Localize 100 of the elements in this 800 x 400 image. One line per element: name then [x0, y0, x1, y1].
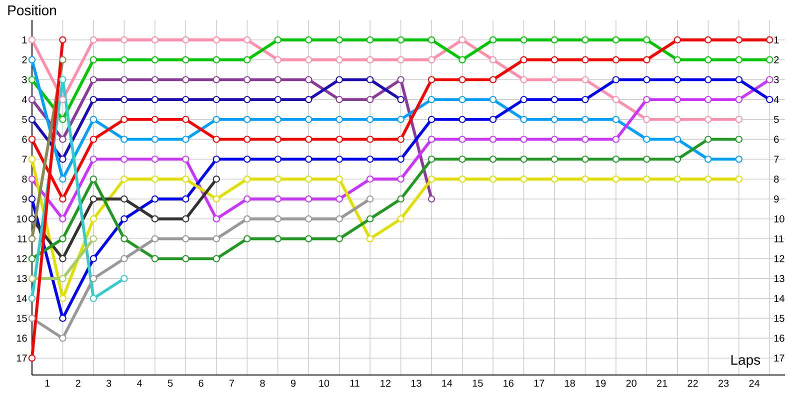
y-tick-label: 8 [22, 176, 27, 183]
point [90, 274, 98, 282]
point [643, 96, 650, 104]
point [274, 76, 282, 84]
point [120, 36, 128, 44]
point [366, 195, 374, 203]
point [120, 195, 128, 203]
y-tick-label: 12 [16, 255, 27, 262]
point [735, 156, 743, 163]
point [244, 36, 251, 44]
x-tick-label: 20 [626, 380, 636, 387]
point [28, 176, 36, 183]
point [336, 215, 343, 222]
point [704, 136, 712, 143]
point [336, 96, 343, 104]
point [120, 255, 128, 262]
point [582, 56, 589, 64]
point [428, 56, 436, 64]
point [212, 176, 220, 183]
point [120, 176, 128, 183]
point [274, 215, 282, 222]
point [151, 156, 159, 163]
point [766, 76, 774, 84]
point [766, 56, 774, 64]
x-tick-label: 23 [718, 380, 729, 387]
y-tick-label: 10 [16, 215, 27, 222]
point [120, 235, 128, 242]
point [305, 195, 312, 203]
point [305, 136, 312, 143]
point [520, 156, 528, 163]
point [28, 235, 36, 242]
x-tick-label: 2 [76, 380, 80, 387]
point [612, 116, 620, 124]
y-tick-label: 5 [22, 116, 27, 123]
x-tick-label: 17 [534, 380, 544, 387]
point [212, 76, 220, 84]
point [704, 176, 712, 183]
point [274, 176, 282, 183]
point [305, 36, 312, 44]
point [90, 56, 98, 64]
point [458, 96, 466, 104]
y-tick-label: 14 [16, 294, 27, 302]
point [120, 76, 128, 84]
point [28, 294, 36, 302]
point [90, 176, 98, 183]
y2-tick-label: 17 [774, 354, 784, 362]
point [244, 56, 251, 64]
point [244, 76, 251, 84]
point [674, 96, 682, 104]
point [336, 36, 343, 44]
point [120, 116, 128, 124]
point [766, 96, 774, 104]
point [212, 96, 220, 104]
point [520, 116, 528, 124]
y-tick-label: 7 [22, 156, 27, 163]
point [582, 36, 589, 44]
point [735, 36, 743, 44]
x-tick-label: 8 [260, 380, 265, 387]
point [182, 56, 190, 64]
point [366, 56, 374, 64]
x-tick-label: 22 [688, 380, 698, 387]
point [520, 36, 528, 44]
point [674, 156, 682, 163]
point [366, 176, 374, 183]
point [182, 255, 190, 262]
y2-tick-label: 9 [774, 195, 779, 203]
point [550, 136, 558, 143]
point [182, 176, 190, 183]
point [489, 176, 497, 183]
point [182, 116, 190, 124]
point [59, 294, 66, 302]
point [735, 56, 743, 64]
point [397, 36, 404, 44]
point [397, 76, 404, 84]
x-tick-label: 13 [411, 380, 422, 387]
y-tick-label: 17 [16, 354, 27, 362]
point [151, 255, 159, 262]
point [28, 274, 36, 282]
point [366, 156, 374, 163]
point [28, 314, 36, 322]
point [28, 195, 36, 203]
point [674, 116, 682, 124]
point [428, 36, 436, 44]
point [520, 56, 528, 64]
point [90, 156, 98, 163]
point [704, 56, 712, 64]
point [458, 76, 466, 84]
point [550, 36, 558, 44]
point [612, 176, 620, 183]
point [397, 96, 404, 104]
point [612, 156, 620, 163]
point [366, 235, 374, 242]
point [305, 176, 312, 183]
point [397, 116, 404, 124]
point [151, 36, 159, 44]
point [59, 334, 66, 342]
point [428, 96, 436, 104]
point [428, 116, 436, 124]
point [643, 176, 650, 183]
y2-tick-label: 8 [774, 176, 779, 183]
